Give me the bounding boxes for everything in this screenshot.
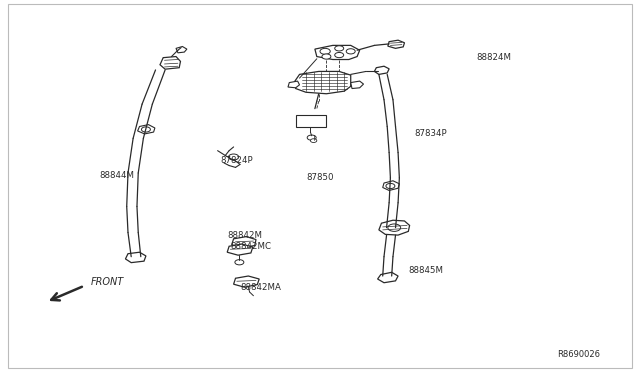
Circle shape bbox=[322, 54, 331, 59]
Circle shape bbox=[346, 49, 355, 54]
Polygon shape bbox=[160, 57, 180, 69]
Circle shape bbox=[335, 52, 344, 58]
Text: FRONT: FRONT bbox=[91, 277, 124, 287]
Text: 87824P: 87824P bbox=[221, 156, 253, 165]
Text: 87850: 87850 bbox=[306, 173, 333, 182]
Polygon shape bbox=[232, 237, 256, 248]
Text: 88842MA: 88842MA bbox=[240, 283, 281, 292]
Circle shape bbox=[141, 127, 150, 132]
Text: 88842MC: 88842MC bbox=[230, 242, 271, 251]
Text: 88845M: 88845M bbox=[408, 266, 444, 275]
Polygon shape bbox=[227, 244, 253, 255]
Polygon shape bbox=[176, 46, 187, 53]
Polygon shape bbox=[383, 181, 399, 190]
Circle shape bbox=[388, 224, 401, 231]
Circle shape bbox=[310, 139, 317, 142]
Polygon shape bbox=[378, 272, 398, 283]
Polygon shape bbox=[388, 40, 404, 48]
Polygon shape bbox=[288, 81, 300, 88]
Text: 88842M: 88842M bbox=[227, 231, 262, 240]
Text: 88844M: 88844M bbox=[99, 171, 134, 180]
Polygon shape bbox=[294, 71, 351, 94]
Polygon shape bbox=[379, 220, 410, 235]
Polygon shape bbox=[125, 252, 146, 263]
Polygon shape bbox=[138, 125, 155, 134]
Text: 87834P: 87834P bbox=[415, 129, 447, 138]
Polygon shape bbox=[351, 81, 364, 89]
Polygon shape bbox=[234, 276, 259, 287]
Text: 88824M: 88824M bbox=[477, 53, 512, 62]
Text: R8690026: R8690026 bbox=[557, 350, 600, 359]
Polygon shape bbox=[374, 66, 389, 74]
Circle shape bbox=[335, 46, 344, 51]
Circle shape bbox=[307, 135, 316, 140]
Circle shape bbox=[235, 260, 244, 265]
Polygon shape bbox=[315, 45, 360, 60]
Bar bbox=[296, 115, 326, 127]
Circle shape bbox=[320, 48, 330, 54]
Circle shape bbox=[386, 183, 395, 189]
Circle shape bbox=[228, 154, 239, 160]
